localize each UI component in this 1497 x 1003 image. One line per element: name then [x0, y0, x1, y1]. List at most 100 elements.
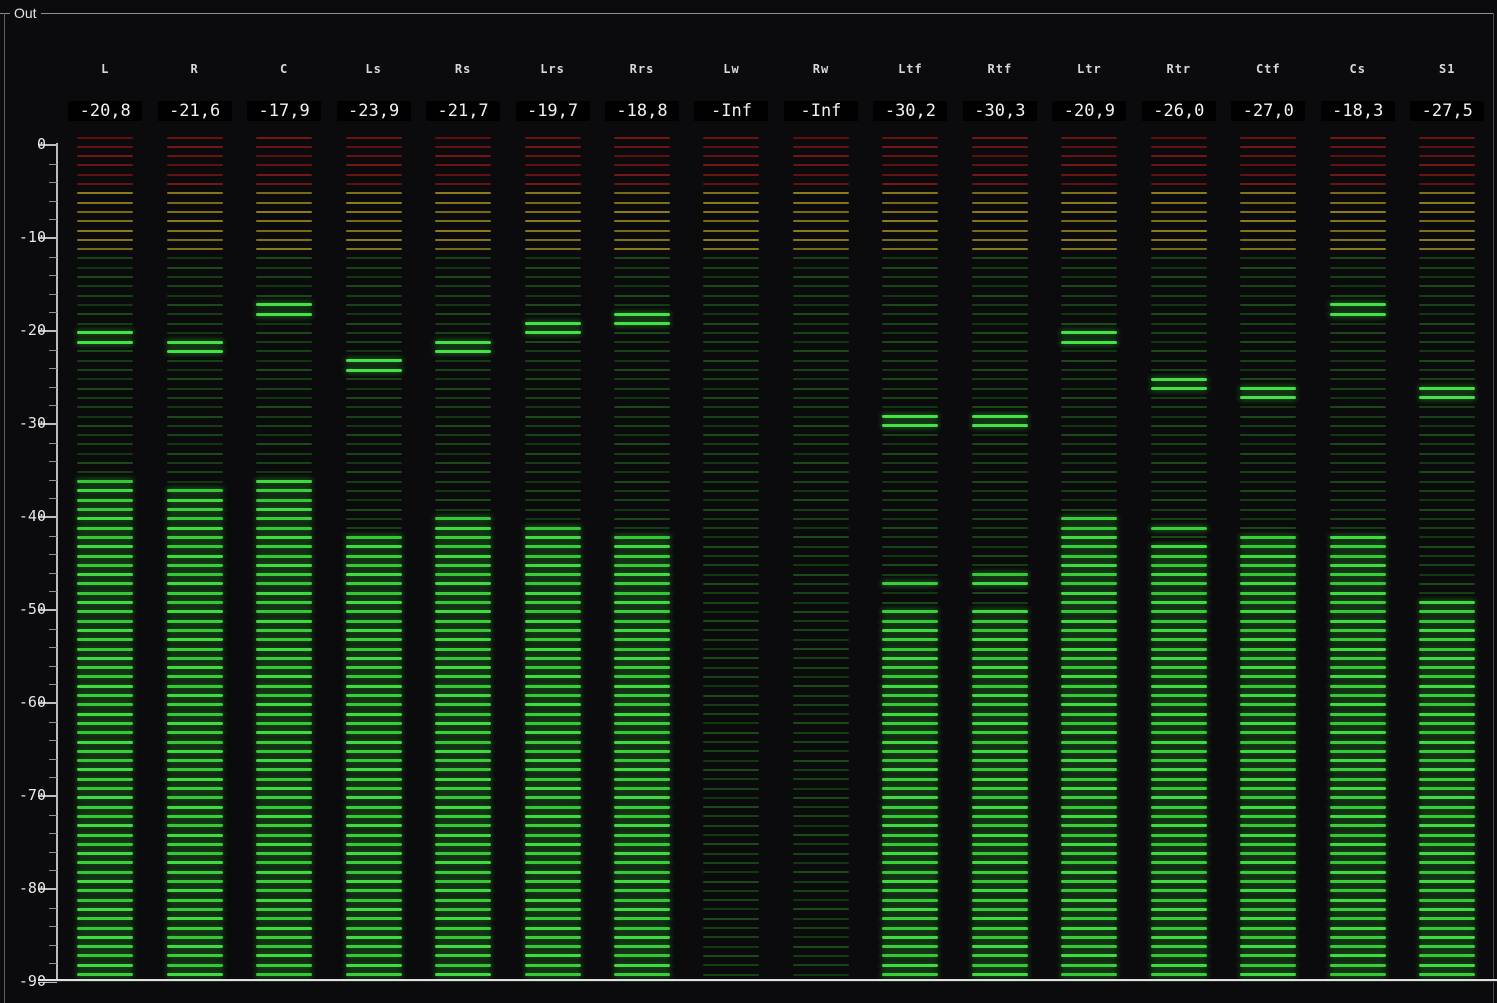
meter-segment-lit: [1061, 694, 1118, 697]
meter-segment-lit: [345, 870, 402, 874]
meter-segment-dim: [1150, 536, 1207, 539]
meter-segment-lit: [1419, 740, 1476, 744]
meter-segment-lit: [1240, 852, 1297, 856]
meter-segment-dim: [792, 508, 849, 511]
meter-segment-lit: [1240, 749, 1297, 753]
meter-segment-lit: [77, 963, 134, 967]
meter-segment-lit: [524, 563, 581, 567]
meter-segment-dim: [1240, 248, 1297, 251]
meter-segment-lit: [1329, 954, 1386, 958]
db-minor-tick: [49, 907, 57, 909]
meter-segment-lit: [1150, 554, 1207, 558]
meter-segment-dim: [614, 499, 671, 502]
meter-segment-dim: [1150, 136, 1207, 139]
meter-segment-lit: [1419, 889, 1476, 893]
meter-segment-lit: [1150, 768, 1207, 772]
meter-segment-lit: [971, 852, 1028, 856]
meter-segment-dim: [1150, 489, 1207, 492]
meter-segment-lit: [1061, 340, 1118, 344]
meter-segment-dim: [1150, 220, 1207, 223]
db-minor-tick: [49, 665, 57, 667]
db-minor-tick: [49, 926, 57, 928]
meter-segment-dim: [1329, 210, 1386, 213]
meter-segment-dim: [1061, 248, 1118, 251]
meter-segment-lit: [77, 842, 134, 846]
meter-segment-lit: [77, 935, 134, 939]
meter-segment-dim: [1419, 229, 1476, 232]
meter-segment-dim: [614, 378, 671, 381]
meter-segment-lit: [882, 907, 939, 911]
meter-segment-dim: [77, 145, 134, 148]
meter-segment-dim: [1240, 517, 1297, 520]
meter-segment-dim: [792, 601, 849, 604]
meter-segment-dim: [703, 843, 760, 846]
meter-segment-lit: [971, 573, 1028, 577]
meter-segment-lit: [614, 787, 671, 790]
meter-segment-lit: [1419, 963, 1476, 967]
meter-segment-lit: [1419, 898, 1476, 902]
meter-segment-lit: [971, 777, 1028, 781]
channel-label: Lw: [723, 62, 740, 76]
meter-segment-dim: [971, 248, 1028, 251]
meter-segment-dim: [614, 350, 671, 353]
meter-segment-dim: [1061, 359, 1118, 362]
meter-segment-lit: [1061, 954, 1118, 958]
meter-segment-dim: [1061, 424, 1118, 427]
meter-segment-lit: [524, 963, 581, 967]
meter-segment-dim: [166, 322, 223, 325]
meter-segment-lit: [256, 926, 313, 930]
channel-label: Rw: [812, 62, 830, 76]
meter-segment-dim: [792, 582, 849, 585]
meter-segment-dim: [703, 573, 760, 576]
meter-segment-dim: [256, 350, 313, 353]
meter-segment-lit: [1329, 647, 1386, 651]
meter-segment-dim: [882, 406, 939, 409]
meter-segment-dim: [1061, 285, 1118, 288]
meter-segment-dim: [166, 276, 223, 278]
meter-segment-lit: [614, 628, 671, 632]
meter-segment-dim: [435, 489, 492, 492]
meter-segment-dim: [166, 220, 223, 223]
meter-segment-dim: [703, 229, 760, 232]
meter-segment-lit: [1329, 638, 1386, 642]
meter-segment-dim: [256, 359, 313, 362]
meter-segment-lit: [256, 656, 313, 660]
meter-segment-dim: [1061, 136, 1118, 139]
meter-segment-dim: [792, 452, 849, 455]
meter-segment-dim: [1061, 452, 1118, 455]
meter-segment-dim: [256, 183, 313, 185]
meter-segment-dim: [1419, 415, 1476, 418]
meter-segment-dim: [1329, 471, 1386, 474]
meter-segment-dim: [614, 238, 671, 241]
meter-segment-dim: [166, 257, 223, 260]
meter-segment-lit: [345, 861, 402, 865]
meter-segment-lit: [77, 870, 134, 874]
meter-segment-lit: [345, 656, 402, 660]
meter-segment-dim: [792, 927, 849, 929]
meter-segment-lit: [1240, 647, 1297, 651]
meter-segment-dim: [1150, 164, 1207, 167]
meter-segment-lit: [256, 749, 313, 753]
meter-segment-dim: [1061, 145, 1118, 148]
meter-segment-dim: [1419, 210, 1476, 213]
meter-segment-lit: [971, 861, 1028, 865]
meter-segment-dim: [971, 294, 1028, 297]
meter-segment-dim: [614, 192, 671, 195]
meter-segment-dim: [1061, 210, 1118, 213]
meter-segment-dim: [256, 164, 313, 167]
meter-segment-dim: [703, 638, 760, 641]
meter-segment-lit: [1329, 712, 1386, 716]
db-minor-tick: [49, 479, 57, 481]
meter-segment-dim: [1329, 443, 1386, 446]
meter-segment-lit: [524, 842, 581, 846]
meter-segment-lit: [1061, 684, 1118, 688]
channel-label: Ltr: [1077, 62, 1102, 76]
meter-segment-lit: [882, 935, 939, 939]
meter-segment-dim: [1061, 220, 1118, 223]
meter-segment-lit: [1061, 582, 1118, 586]
meter-segment-dim: [792, 806, 849, 809]
meter-segment-dim: [1061, 434, 1118, 437]
meter-segment-lit: [435, 842, 492, 846]
channel-peak-value: -Inf: [783, 101, 858, 121]
meter-segment-dim: [882, 248, 939, 251]
